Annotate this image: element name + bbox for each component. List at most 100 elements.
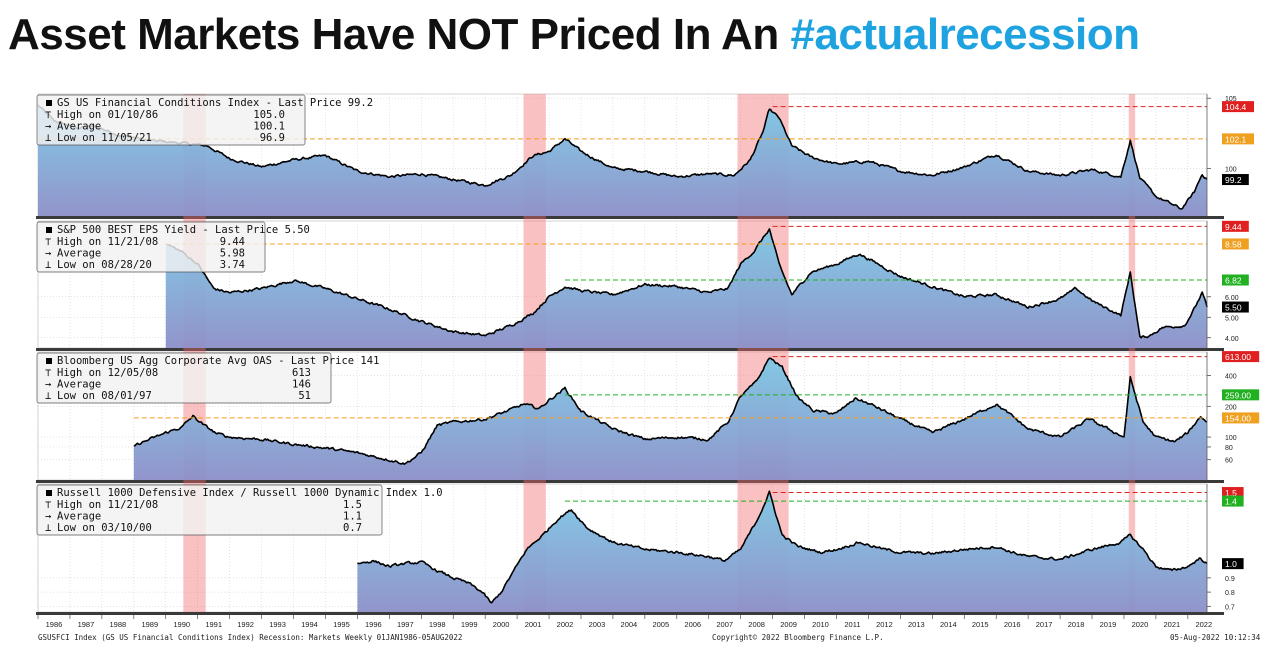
legend-row-label: Low on 08/28/20 xyxy=(57,259,152,271)
value-badge-label: 259.00 xyxy=(1225,390,1251,400)
x-tick-label: 2012 xyxy=(876,620,893,629)
panel-separator xyxy=(36,480,1224,483)
legend-title: Russell 1000 Defensive Index / Russell 1… xyxy=(57,487,443,499)
value-badge-label: 102.1 xyxy=(1225,134,1247,144)
value-badge xyxy=(1222,558,1244,570)
legend-row-label: Low on 11/05/21 xyxy=(57,132,152,144)
panel-separator xyxy=(36,612,1224,615)
footer-copyright: Copyright© 2022 Bloomberg Finance L.P. xyxy=(712,633,884,642)
x-tick-label: 2002 xyxy=(557,620,574,629)
panel-separator xyxy=(36,348,1224,351)
value-badge xyxy=(1222,389,1260,401)
series-area-2 xyxy=(165,229,1207,348)
legend-row-label: High on 11/21/08 xyxy=(57,499,158,511)
legend-symbol: ⊤ xyxy=(45,367,51,379)
legend-row-value: 0.7 xyxy=(343,522,362,534)
legend-row-label: High on 01/10/86 xyxy=(57,109,158,121)
x-tick-label: 1989 xyxy=(141,620,158,629)
x-tick-label: 2019 xyxy=(1100,620,1117,629)
x-tick-label: 1993 xyxy=(269,620,286,629)
y-tick-label: 100 xyxy=(1225,166,1237,173)
legend-symbol: ⊤ xyxy=(45,236,51,248)
legend-symbol: ⊥ xyxy=(45,390,51,402)
legend-swatch xyxy=(46,100,52,106)
y-tick-label: 200 xyxy=(1225,404,1237,411)
legend-row-value: 100.1 xyxy=(253,121,285,133)
headline-highlight: #actualrecession xyxy=(790,10,1140,59)
legend-symbol: → xyxy=(45,379,51,391)
legend-row-label: Low on 03/10/00 xyxy=(57,522,152,534)
legend-row-value: 1.5 xyxy=(343,499,362,511)
value-badge-label: 613.00 xyxy=(1225,352,1251,362)
legend-row-value: 96.9 xyxy=(260,132,285,144)
x-tick-label: 2016 xyxy=(1004,620,1021,629)
legend-box-1: GS US Financial Conditions Index - Last … xyxy=(36,94,373,146)
value-badge-label: 5.50 xyxy=(1225,303,1242,313)
x-axis-band xyxy=(38,615,1207,629)
x-tick-label: 1995 xyxy=(333,620,350,629)
legend-row-label: High on 11/21/08 xyxy=(57,236,158,248)
legend-symbol: → xyxy=(45,121,51,133)
legend-row-label: Average xyxy=(57,121,101,133)
series-line-3 xyxy=(133,357,1208,465)
value-badge-label: 1.5 xyxy=(1225,488,1237,498)
legend-row-value: 9.44 xyxy=(220,236,245,248)
y-tick-label: 0.7 xyxy=(1225,604,1235,611)
x-tick-label: 1997 xyxy=(397,620,414,629)
legend-row-label: Average xyxy=(57,511,101,523)
legend-swatch xyxy=(46,227,52,233)
series-area-3 xyxy=(133,358,1207,480)
value-badge xyxy=(1222,133,1254,145)
value-badge-label: 9.44 xyxy=(1225,222,1242,232)
x-tick-label: 1990 xyxy=(173,620,190,629)
x-tick-label: 2010 xyxy=(812,620,829,629)
x-tick-label: 2008 xyxy=(748,620,765,629)
value-badge xyxy=(1222,220,1249,232)
value-badge xyxy=(1222,174,1249,186)
legend-row-value: 1.1 xyxy=(343,511,362,523)
value-badge xyxy=(1222,274,1249,286)
y-tick-label: 60 xyxy=(1225,458,1233,465)
legend-box-3: Bloomberg US Agg Corporate Avg OAS - Las… xyxy=(36,352,379,404)
legend-box-4: Russell 1000 Defensive Index / Russell 1… xyxy=(36,484,443,536)
value-badge xyxy=(1222,301,1249,313)
legend-background xyxy=(36,484,383,536)
legend-background xyxy=(36,221,266,273)
x-tick-label: 1991 xyxy=(205,620,222,629)
headline: Asset Markets Have NOT Priced In An #act… xyxy=(8,10,1140,60)
x-tick-label: 2005 xyxy=(652,620,669,629)
panel-separator xyxy=(36,216,1224,219)
x-tick-label: 1992 xyxy=(237,620,254,629)
value-badge xyxy=(1222,412,1260,424)
y-tick-label: 0.8 xyxy=(1225,590,1235,597)
legend-row-value: 5.98 xyxy=(220,248,245,260)
series-line-4 xyxy=(357,490,1208,604)
x-tick-label: 2000 xyxy=(493,620,510,629)
legend-title: S&P 500 BEST EPS Yield - Last Price 5.50 xyxy=(57,224,310,236)
y-tick-label: 6.00 xyxy=(1225,295,1239,302)
series-area-1 xyxy=(38,104,1207,216)
value-badge xyxy=(1222,487,1244,499)
recession-band xyxy=(523,94,546,612)
x-tick-label: 2001 xyxy=(525,620,542,629)
value-badge-label: 104.4 xyxy=(1225,102,1247,112)
y-tick-label: 80 xyxy=(1225,445,1233,452)
x-tick-label: 2015 xyxy=(972,620,989,629)
x-tick-label: 2018 xyxy=(1068,620,1085,629)
legend-symbol: → xyxy=(45,511,51,523)
legend-row-value: 146 xyxy=(292,379,311,391)
legend-row-value: 105.0 xyxy=(253,109,285,121)
y-tick-label: 4.00 xyxy=(1225,336,1239,343)
x-tick-label: 1999 xyxy=(461,620,478,629)
legend-background xyxy=(36,94,306,146)
legend-swatch xyxy=(46,490,52,496)
footer-timestamp: 05-Aug-2022 10:12:34 xyxy=(1170,633,1261,642)
series-line-2 xyxy=(165,228,1208,339)
value-badge xyxy=(1222,101,1254,113)
legend-swatch xyxy=(46,358,52,364)
legend-title: Bloomberg US Agg Corporate Avg OAS - Las… xyxy=(57,355,379,367)
legend-title: GS US Financial Conditions Index - Last … xyxy=(57,97,373,109)
legend-symbol: ⊤ xyxy=(45,109,51,121)
legend-row-value: 613 xyxy=(292,367,311,379)
legend-symbol: → xyxy=(45,248,51,260)
